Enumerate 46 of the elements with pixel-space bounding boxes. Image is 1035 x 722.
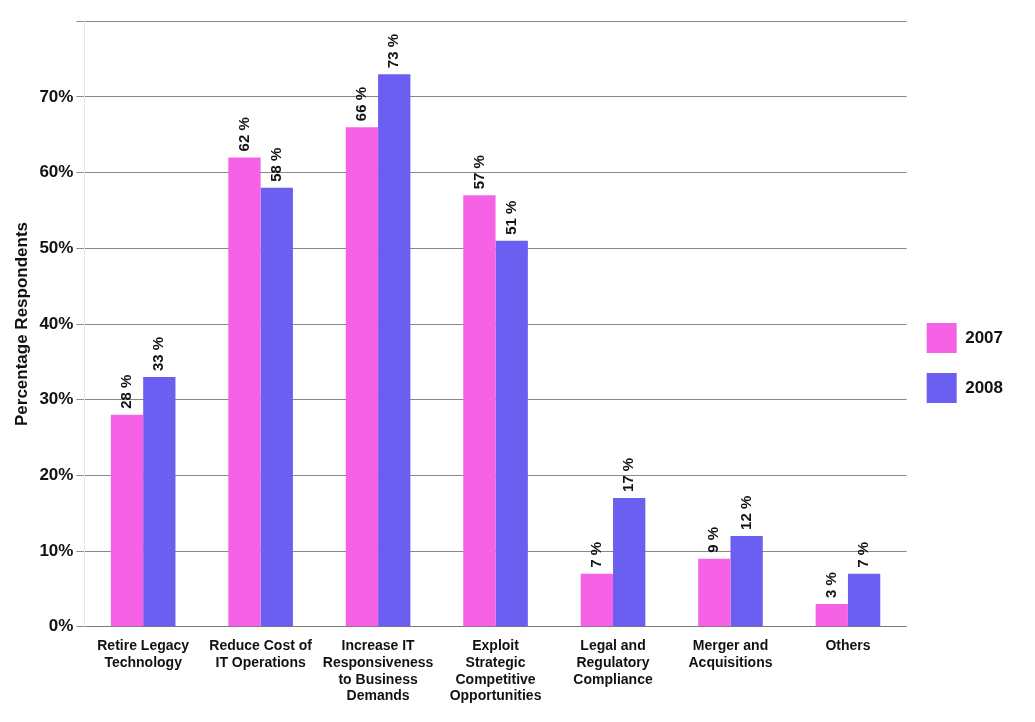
y-tick-label: 50%: [39, 237, 74, 257]
y-tick-label: 40%: [39, 313, 74, 333]
data-label: 28 %: [117, 374, 135, 409]
data-label: 9 %: [704, 526, 722, 553]
bar: [228, 157, 261, 627]
bar: [847, 573, 881, 627]
legend-label: 2008: [965, 377, 1004, 397]
data-label: 12 %: [736, 495, 754, 530]
data-label: 62 %: [234, 117, 252, 152]
data-label: 51 %: [501, 200, 519, 235]
x-tick-label: Retire Legacy Technology: [97, 637, 190, 670]
y-tick-label: 20%: [39, 465, 74, 485]
y-tick-label: 60%: [39, 162, 74, 182]
data-label: 7 %: [854, 541, 872, 568]
x-tick-label: Increase IT Responsiveness to Business Demands: [322, 637, 434, 704]
data-label: 3 %: [821, 572, 839, 599]
x-tick-label: Merger and Acquisitions: [688, 637, 773, 670]
data-label: 7 %: [587, 541, 605, 568]
bar: [378, 74, 411, 627]
bar: [580, 573, 614, 627]
bar: [613, 498, 646, 627]
x-tick-label: Reduce Cost of IT Operations: [209, 637, 313, 670]
bar: [815, 604, 848, 627]
bar: [345, 127, 379, 627]
y-tick-label: 30%: [39, 389, 74, 409]
bar: [698, 558, 731, 627]
data-label: 57 %: [469, 155, 487, 190]
bar: [730, 535, 763, 627]
data-label: 33 %: [149, 336, 167, 371]
y-tick-label: 10%: [39, 540, 74, 560]
data-label: 17 %: [619, 457, 637, 493]
x-tick-label: Legal and Regulatory Compliance: [573, 637, 653, 687]
data-label: 58 %: [266, 147, 284, 182]
bar: [260, 187, 293, 627]
x-tick-label: Exploit Strategic Competitive Opportunities: [449, 637, 542, 704]
y-axis-title: Percentage Respondents: [11, 221, 31, 427]
bar: [143, 376, 176, 627]
y-tick-label: 70%: [39, 86, 74, 106]
bar: [495, 240, 528, 627]
y-tick-label: 0%: [48, 616, 74, 636]
bar: [463, 195, 496, 627]
legend-label: 2007: [965, 327, 1004, 347]
bar: [110, 414, 144, 627]
data-label: 66 %: [352, 86, 370, 122]
x-tick-label: Others: [825, 637, 871, 654]
data-label: 73 %: [384, 33, 402, 69]
